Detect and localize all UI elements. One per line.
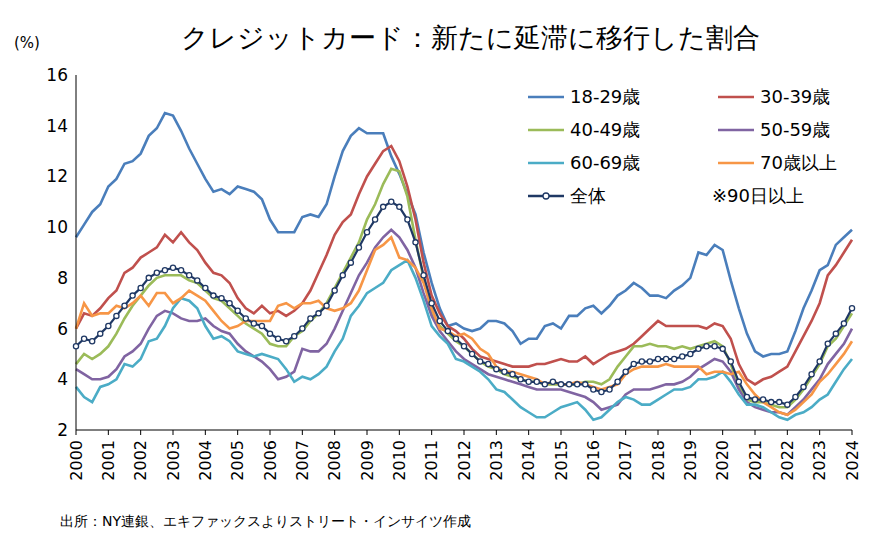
svg-text:2016: 2016: [584, 440, 603, 481]
svg-text:2015: 2015: [552, 440, 571, 481]
svg-text:4: 4: [57, 369, 68, 389]
svg-text:8: 8: [57, 268, 68, 288]
svg-text:2022: 2022: [778, 440, 797, 481]
html-text:出所：NY連銀、エキファックスよりストリート・インサイツ作成: 出所：NY連銀、エキファックスよりストリート・インサイツ作成: [60, 513, 471, 529]
svg-text:2007: 2007: [293, 440, 312, 481]
html-text:40-49歳: 40-49歳: [570, 119, 641, 140]
svg-text:2009: 2009: [358, 440, 377, 481]
svg-text:2: 2: [57, 420, 68, 440]
svg-text:2021: 2021: [746, 440, 765, 481]
svg-text:2005: 2005: [228, 440, 247, 481]
svg-text:10: 10: [46, 217, 68, 237]
html-text:18-29歳: 18-29歳: [570, 86, 641, 107]
svg-text:12: 12: [46, 166, 68, 186]
html-text:50-59歳: 50-59歳: [760, 119, 831, 140]
html-text:※90日以上: ※90日以上: [712, 185, 804, 206]
svg-text:6: 6: [57, 319, 68, 339]
svg-text:2006: 2006: [261, 440, 280, 481]
svg-text:2013: 2013: [487, 440, 506, 481]
svg-text:2008: 2008: [325, 440, 344, 481]
svg-text:2002: 2002: [131, 440, 150, 481]
svg-text:2024: 2024: [843, 440, 862, 481]
svg-text:14: 14: [46, 116, 68, 136]
svg-text:2003: 2003: [164, 440, 183, 481]
svg-text:16: 16: [46, 65, 68, 85]
html-text:30-39歳: 30-39歳: [760, 86, 831, 107]
svg-text:2010: 2010: [390, 440, 409, 481]
svg-text:2014: 2014: [519, 440, 538, 481]
svg-text:2018: 2018: [649, 440, 668, 481]
svg-text:2000: 2000: [67, 440, 86, 481]
html-text:クレジットカード：新たに延滞に移行した割合: クレジットカード：新たに延滞に移行した割合: [180, 22, 760, 53]
html-text:全体: 全体: [570, 185, 606, 206]
svg-text:2020: 2020: [713, 440, 732, 481]
svg-text:2004: 2004: [196, 440, 215, 481]
svg-text:2001: 2001: [99, 440, 118, 481]
svg-text:2012: 2012: [455, 440, 474, 481]
html-text:70歳以上: 70歳以上: [760, 152, 837, 173]
svg-text:2017: 2017: [616, 440, 635, 481]
html-text:60-69歳: 60-69歳: [570, 152, 641, 173]
svg-text:2019: 2019: [681, 440, 700, 481]
svg-text:2023: 2023: [810, 440, 829, 481]
svg-text:2011: 2011: [422, 440, 441, 481]
